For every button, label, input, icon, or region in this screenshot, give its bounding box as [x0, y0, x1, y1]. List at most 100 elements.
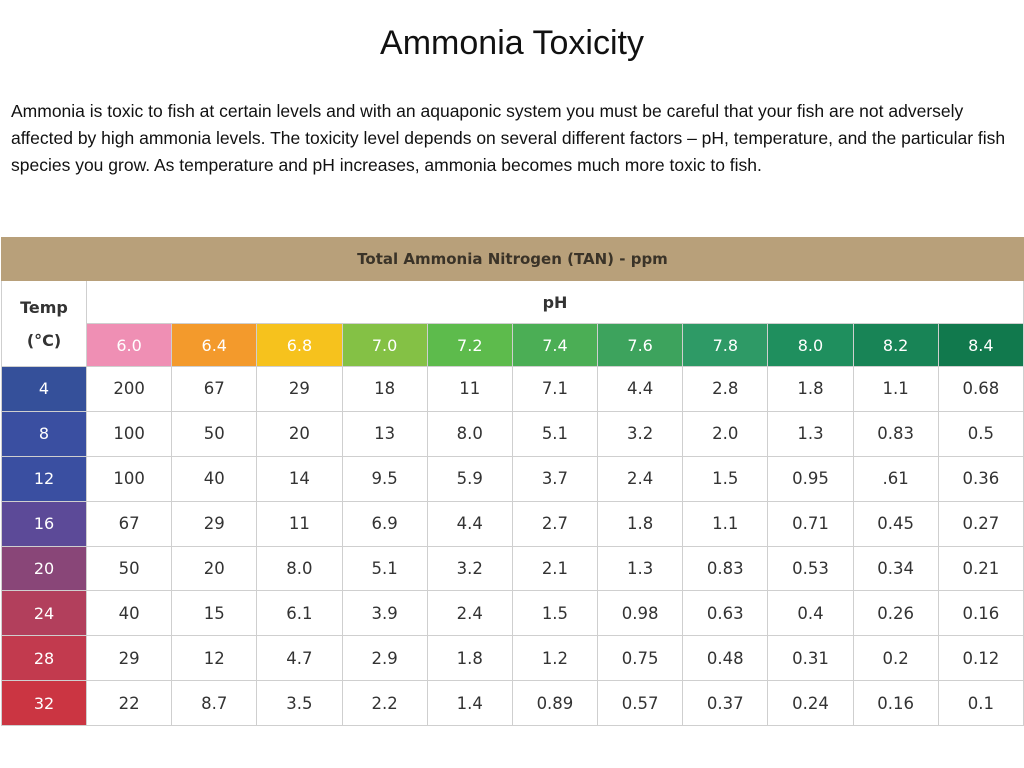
tan-value-cell: 0.89 — [511, 680, 599, 726]
tan-value-cell: 1.4 — [426, 680, 513, 726]
table-row: 20 50 20 8.0 5.1 3.2 2.1 1.3 0.83 0.53 0.34 0.21 — [1, 545, 1024, 592]
ph-value-cell: 7.2 — [426, 323, 513, 367]
tan-value-cell: 2.1 — [511, 545, 599, 592]
temp-header-label: Temp — [20, 297, 68, 317]
tan-value-cell: 200 — [85, 366, 173, 412]
tan-value-cell: 0.68 — [937, 366, 1024, 412]
tan-value-cell: 8.7 — [171, 680, 258, 726]
ph-value-cell: 7.4 — [511, 323, 599, 367]
tan-value-cell: 0.57 — [597, 680, 684, 726]
tan-value-cell: 67 — [85, 500, 173, 547]
tan-value-cell: 11 — [426, 366, 513, 412]
tan-value-cell: 40 — [171, 455, 258, 502]
slide-title: Ammonia Toxicity — [380, 24, 644, 62]
tan-value-cell: 6.9 — [341, 500, 428, 547]
tan-value-cell: 0.34 — [852, 545, 939, 592]
tan-value-cell: 2.0 — [682, 410, 769, 457]
tan-value-cell: 29 — [85, 635, 173, 682]
tan-value-cell: 9.5 — [341, 455, 428, 502]
tan-value-cell: 20 — [256, 410, 343, 457]
ph-value-cell: 8.4 — [937, 323, 1024, 367]
tan-value-cell: 0.98 — [597, 590, 684, 637]
tan-value-cell: 0.5 — [937, 410, 1024, 457]
tan-value-cell: 0.45 — [852, 500, 939, 547]
tan-value-cell: 4.4 — [426, 500, 513, 547]
tan-value-cell: 0.48 — [682, 635, 769, 682]
tan-value-cell: 0.2 — [852, 635, 939, 682]
tan-value-cell: 22 — [85, 680, 173, 726]
table-row: 16 67 29 11 6.9 4.4 2.7 1.8 1.1 0.71 0.45 0.27 — [1, 500, 1024, 547]
temp-value-cell: 24 — [1, 590, 87, 637]
temp-value-cell: 4 — [1, 366, 87, 412]
temp-column-header: Temp (°C) — [1, 280, 87, 367]
tan-value-cell: 3.2 — [426, 545, 513, 592]
ph-value-cell: 6.0 — [85, 323, 173, 367]
tan-value-cell: 13 — [341, 410, 428, 457]
ph-value-cell: 7.0 — [341, 323, 428, 367]
tan-value-cell: 8.0 — [256, 545, 343, 592]
tan-value-cell: 67 — [171, 366, 258, 412]
tan-value-cell: 2.4 — [426, 590, 513, 637]
tan-value-cell: 15 — [171, 590, 258, 637]
tan-value-cell: 5.9 — [426, 455, 513, 502]
tan-value-cell: 18 — [341, 366, 428, 412]
tan-value-cell: 1.8 — [767, 366, 854, 412]
tan-value-cell: 1.3 — [597, 545, 684, 592]
table-row: 24 40 15 6.1 3.9 2.4 1.5 0.98 0.63 0.4 0.26 0.16 — [1, 590, 1024, 637]
tan-value-cell: 0.26 — [852, 590, 939, 637]
tan-value-cell: 0.12 — [937, 635, 1024, 682]
table-row: 4 200 67 29 18 11 7.1 4.4 2.8 1.8 1.1 0.68 — [1, 366, 1024, 412]
tan-value-cell: 29 — [256, 366, 343, 412]
tan-value-cell: 14 — [256, 455, 343, 502]
table-row: 12 100 40 14 9.5 5.9 3.7 2.4 1.5 0.95.61 0.36 — [1, 455, 1024, 502]
tan-value-cell: 0.83 — [682, 545, 769, 592]
tan-value-cell: 3.7 — [511, 455, 599, 502]
table-row: 28 29 12 4.7 2.9 1.8 1.2 0.75 0.48 0.31 0.2 0.12 — [1, 635, 1024, 682]
temp-value-cell: 20 — [1, 545, 87, 592]
tan-value-cell: 0.24 — [767, 680, 854, 726]
tan-value-cell: 5.1 — [511, 410, 599, 457]
tan-value-cell: 1.1 — [852, 366, 939, 412]
tan-value-cell: 0.75 — [597, 635, 684, 682]
tan-value-cell: 4.7 — [256, 635, 343, 682]
tan-value-cell: 6.1 — [256, 590, 343, 637]
tan-value-cell: 1.8 — [597, 500, 684, 547]
tan-value-cell: 2.2 — [341, 680, 428, 726]
tan-value-cell: 11 — [256, 500, 343, 547]
tan-value-cell: 1.2 — [511, 635, 599, 682]
temp-header-unit: (°C) — [26, 330, 62, 350]
temp-value-cell: 28 — [1, 635, 87, 682]
tan-value-cell: 0.31 — [767, 635, 854, 682]
tan-value-cell: 40 — [85, 590, 173, 637]
tan-value-cell: 8.0 — [426, 410, 513, 457]
tan-value-cell: 0.1 — [937, 680, 1024, 726]
tan-value-cell: 1.5 — [511, 590, 599, 637]
ph-values-row: 6.0 6.4 6.8 7.0 7.2 7.4 7.6 7.8 8.0 8.2 8.4 — [2, 323, 1024, 367]
tan-value-cell: 50 — [171, 410, 258, 457]
table-row: 32 22 8.7 3.5 2.2 1.4 0.89 0.57 0.37 0.24 0.16 0.1 — [1, 680, 1024, 726]
tan-value-cell: 0.21 — [937, 545, 1024, 592]
tan-value-cell: 3.9 — [341, 590, 428, 637]
tan-value-cell: 29 — [171, 500, 258, 547]
tan-value-cell: 0.71 — [767, 500, 854, 547]
temp-value-cell: 8 — [1, 410, 87, 457]
tan-value-cell: 100 — [85, 410, 173, 457]
ph-value-cell: 8.2 — [852, 323, 939, 367]
tan-value-cell: 12 — [171, 635, 258, 682]
ph-value-cell: 6.4 — [171, 323, 258, 367]
tan-value-cell: 2.4 — [597, 455, 684, 502]
tan-value-cell: 50 — [85, 545, 173, 592]
tan-value-cell: 0.95 — [767, 455, 854, 502]
tan-value-cell: 2.9 — [341, 635, 428, 682]
tan-value-cell: 1.5 — [682, 455, 769, 502]
tan-value-cell: 7.1 — [511, 366, 599, 412]
temp-value-cell: 32 — [1, 680, 87, 726]
tan-value-cell: 20 — [171, 545, 258, 592]
tan-value-cell: 3.5 — [256, 680, 343, 726]
tan-value-cell: 3.2 — [597, 410, 684, 457]
tan-value-cell: 0.4 — [767, 590, 854, 637]
tan-value-cell: 1.8 — [426, 635, 513, 682]
ph-header: pH — [86, 280, 1024, 324]
ph-value-cell: 6.8 — [256, 323, 343, 367]
tan-value-cell: 0.16 — [937, 590, 1024, 637]
